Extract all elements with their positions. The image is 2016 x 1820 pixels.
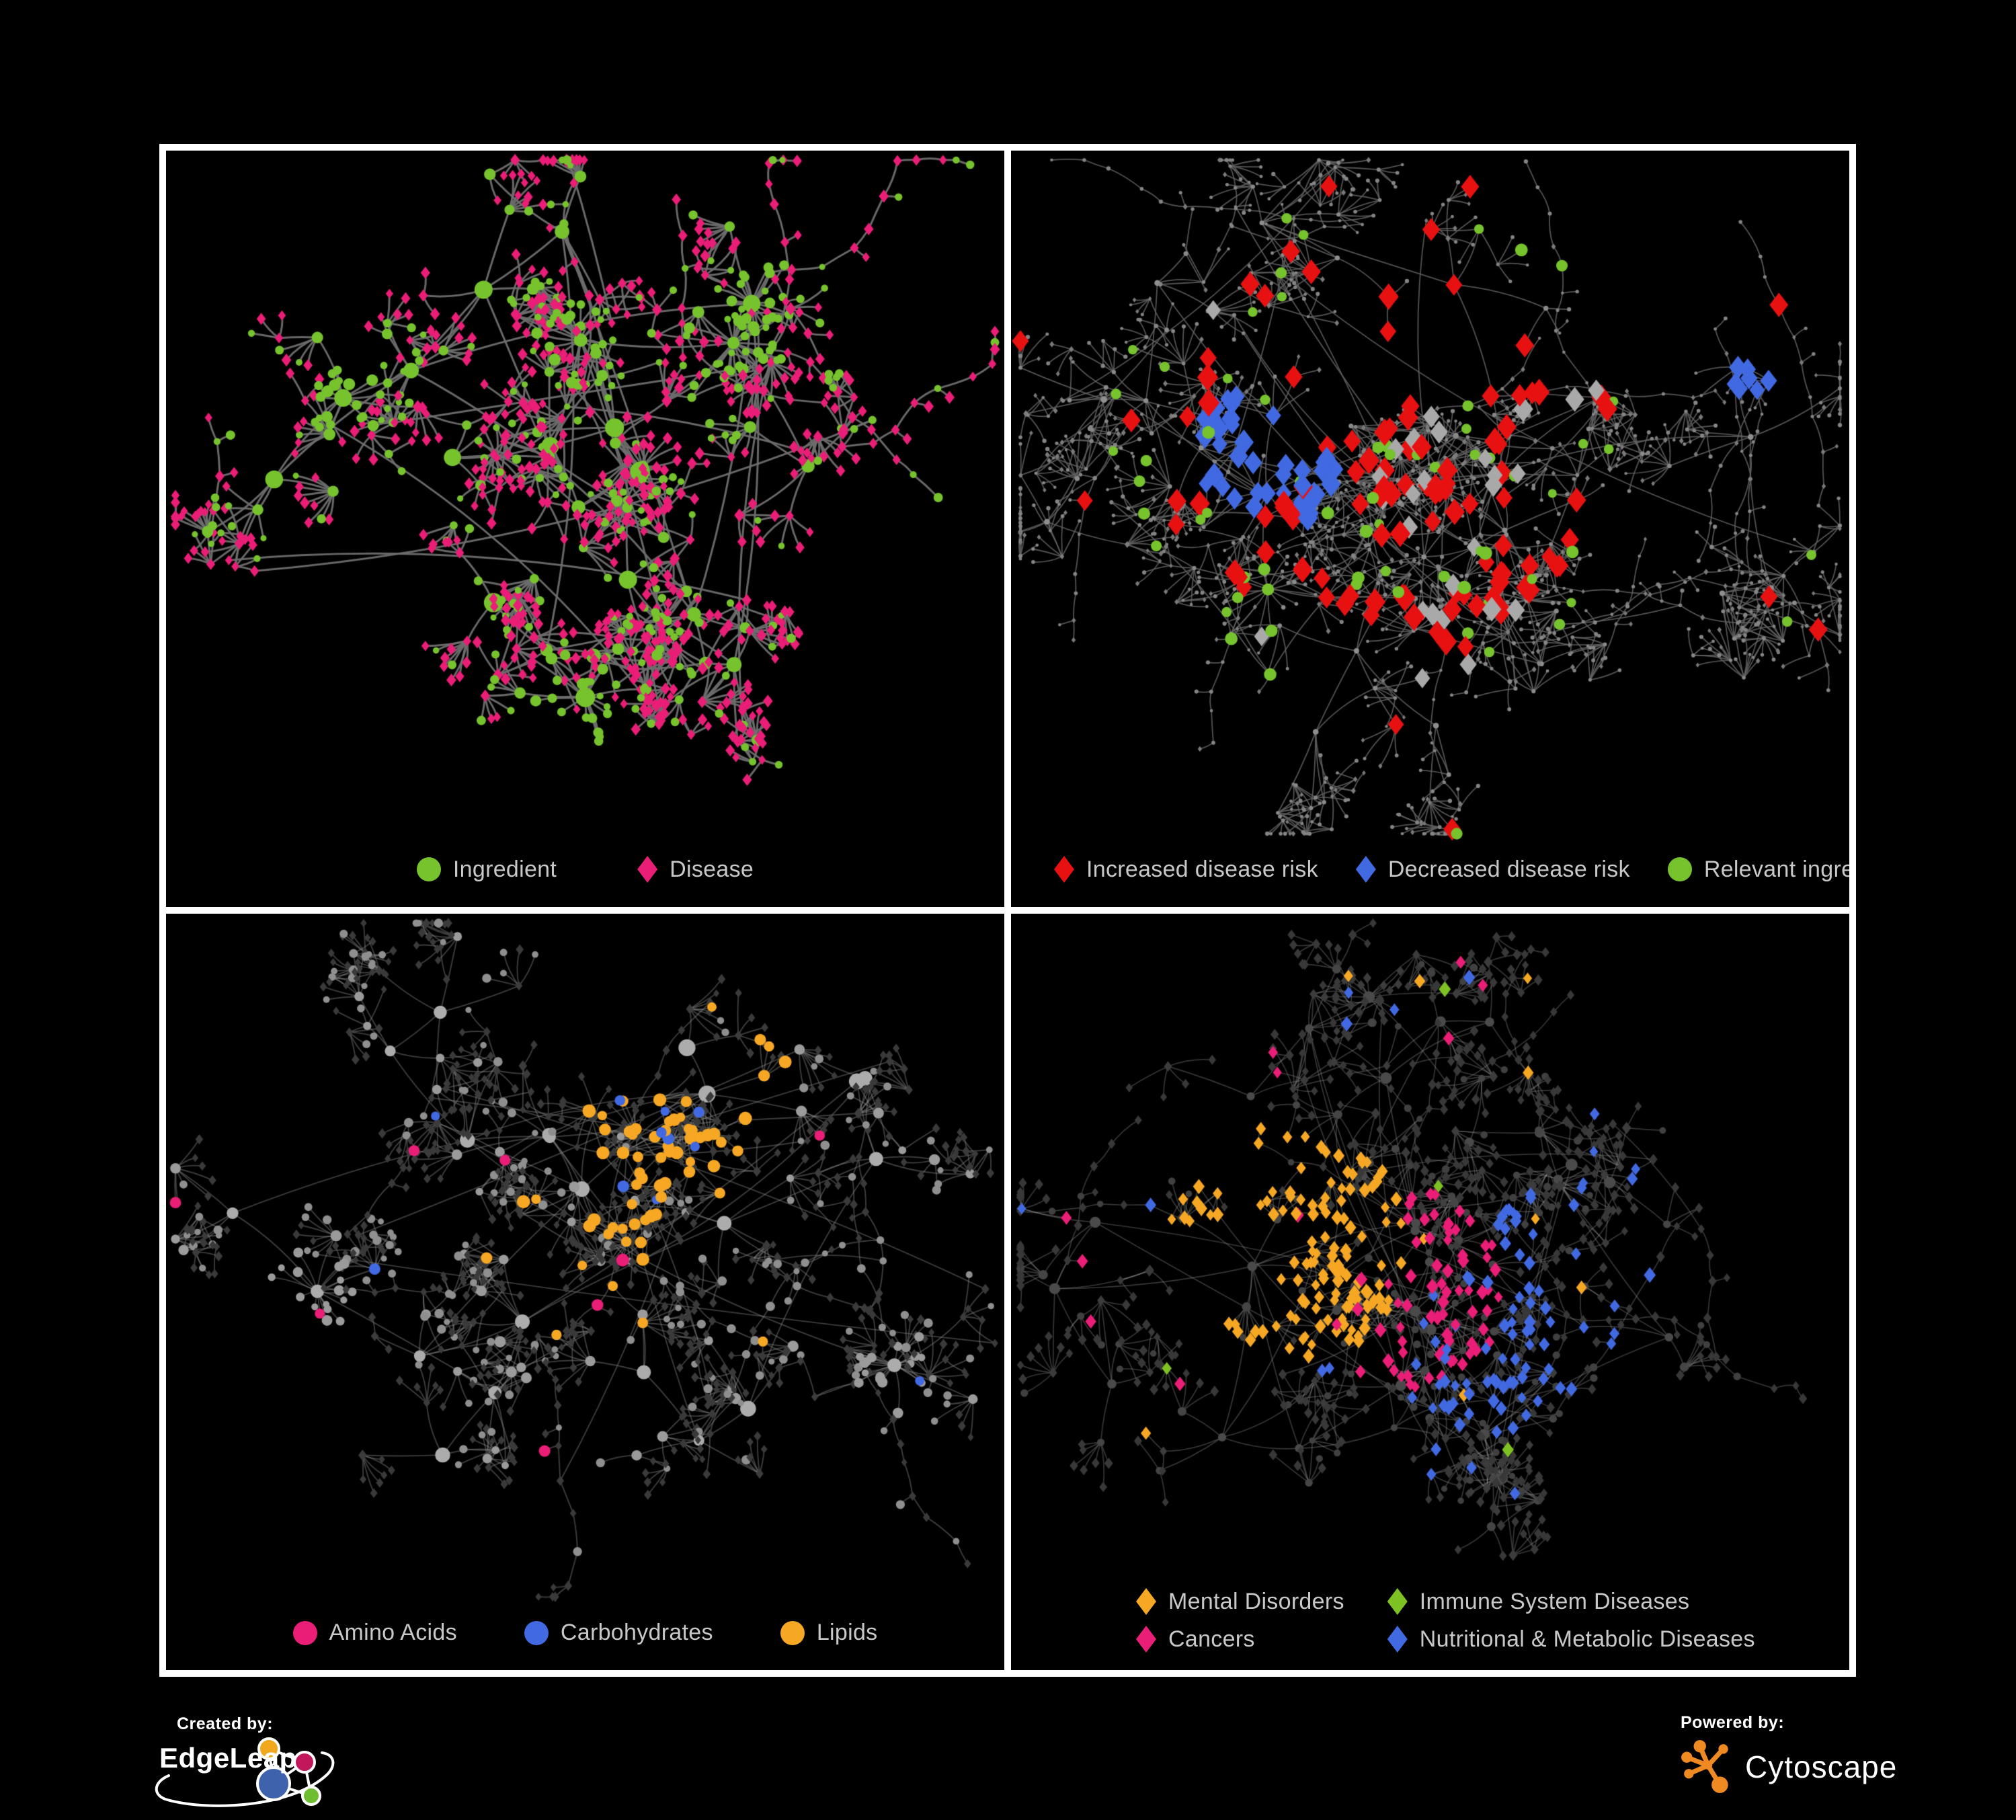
disease-risk-network-canvas [1011,151,1849,843]
legend: Increased disease risk Decreased disease… [1011,856,1849,883]
legend-label: Lipids [816,1620,878,1645]
legend-item: Lipids [780,1620,878,1646]
legend-label: Immune System Diseases [1419,1588,1690,1614]
legend-marker-diamond-icon [1355,856,1376,883]
panel-macronutrients: Amino Acids Carbohydrates Lipids [166,914,1004,1670]
legend-item: Mental Disorders [1136,1588,1344,1615]
disease-category-network-canvas [1011,914,1849,1606]
cytoscape-brand: Cytoscape [1681,1738,1963,1796]
legend-marker-circle-icon [292,1620,317,1645]
legend-marker-diamond-icon [1136,1588,1156,1615]
edgeleap-logo-icon [155,1737,335,1807]
legend-label: Relevant ingredient [1703,856,1849,882]
cytoscape-name: Cytoscape [1745,1749,1898,1784]
panel-disease-risk: Increased disease risk Decreased disease… [1011,151,1849,907]
legend-item: Carbohydrates [524,1620,713,1646]
powered-by-label: Powered by: [1681,1713,1785,1732]
edgeleap-brand: EdgeLeap [155,1737,442,1807]
legend-item: Cancers [1136,1626,1344,1653]
legend-label: Ingredient [452,856,557,882]
legend-marker-circle-icon [1667,857,1692,881]
panel-ingredient-disease: Ingredient Disease [166,151,1004,907]
legend-item: Ingredient [416,856,557,883]
legend-label: Nutritional & Metabolic Diseases [1419,1626,1755,1652]
legend-label: Cancers [1168,1626,1255,1652]
macronutrient-network-canvas [166,914,1004,1606]
legend-marker-diamond-icon [1387,1626,1408,1653]
legend-label: Carbohydrates [560,1620,713,1645]
legend-item: Disease [637,856,754,883]
legend-item: Nutritional & Metabolic Diseases [1387,1626,1755,1653]
cytoscape-credit: Powered by: Cytoscape [1681,1713,1963,1814]
legend-label: Amino Acids [329,1620,457,1645]
legend: Mental Disorders Immune System Diseases … [1136,1588,1755,1653]
legend-item: Decreased disease risk [1355,856,1630,883]
legend-marker-diamond-icon [637,856,658,883]
legend-item: Increased disease risk [1054,856,1318,883]
legend-label: Decreased disease risk [1387,856,1630,882]
legend-marker-circle-icon [524,1620,549,1645]
legend-marker-diamond-icon [1387,1588,1408,1615]
legend-item: Amino Acids [292,1620,457,1646]
legend: Amino Acids Carbohydrates Lipids [166,1620,1004,1646]
legend-marker-circle-icon [416,857,441,881]
edgeleap-name: EdgeLeap [159,1742,297,1774]
legend-marker-diamond-icon [1136,1626,1156,1653]
legend-item: Relevant ingredient [1667,856,1849,883]
network-grid: Ingredient Disease Increased disease ris… [159,144,1856,1677]
legend-marker-circle-icon [780,1620,805,1645]
cytoscape-logo-icon [1681,1740,1728,1793]
panel-disease-categories: Mental Disorders Immune System Diseases … [1011,914,1849,1670]
edgeleap-credit: Created by: EdgeLeap [155,1714,442,1815]
ingredient-disease-network-canvas [166,151,1004,843]
legend: Ingredient Disease [166,856,1004,883]
legend-label: Mental Disorders [1168,1588,1344,1614]
legend-item: Immune System Diseases [1387,1588,1755,1615]
legend-marker-diamond-icon [1054,856,1074,883]
legend-label: Disease [670,856,754,882]
created-by-label: Created by: [177,1714,274,1733]
legend-label: Increased disease risk [1086,856,1318,882]
